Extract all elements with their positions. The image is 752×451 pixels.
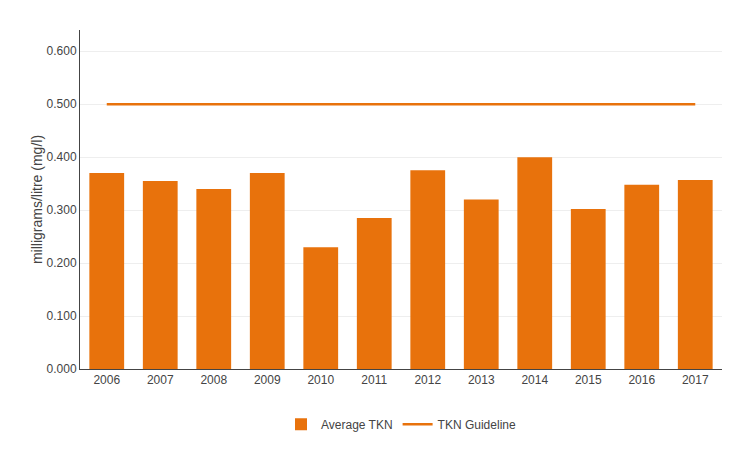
svg-text:milligrams/litre (mg/l): milligrams/litre (mg/l) (29, 135, 45, 264)
svg-text:0.100: 0.100 (47, 309, 77, 323)
svg-text:2011: 2011 (361, 373, 387, 387)
svg-text:Average TKN: Average TKN (321, 418, 393, 432)
svg-text:2014: 2014 (521, 373, 548, 387)
svg-text:0.400: 0.400 (47, 150, 77, 164)
svg-text:2012: 2012 (414, 373, 441, 387)
svg-text:2006: 2006 (93, 373, 120, 387)
svg-text:2010: 2010 (307, 373, 334, 387)
svg-text:2009: 2009 (254, 373, 281, 387)
svg-text:2015: 2015 (575, 373, 602, 387)
svg-text:2017: 2017 (682, 373, 709, 387)
svg-text:TKN Guideline: TKN Guideline (438, 418, 516, 432)
svg-text:2007: 2007 (147, 373, 174, 387)
svg-text:2016: 2016 (628, 373, 655, 387)
svg-text:0.200: 0.200 (47, 256, 77, 270)
svg-text:2013: 2013 (468, 373, 495, 387)
svg-text:0.000: 0.000 (47, 362, 77, 376)
svg-text:0.600: 0.600 (47, 44, 77, 58)
svg-text:0.500: 0.500 (47, 97, 77, 111)
svg-text:0.300: 0.300 (47, 203, 77, 217)
svg-text:2008: 2008 (200, 373, 227, 387)
